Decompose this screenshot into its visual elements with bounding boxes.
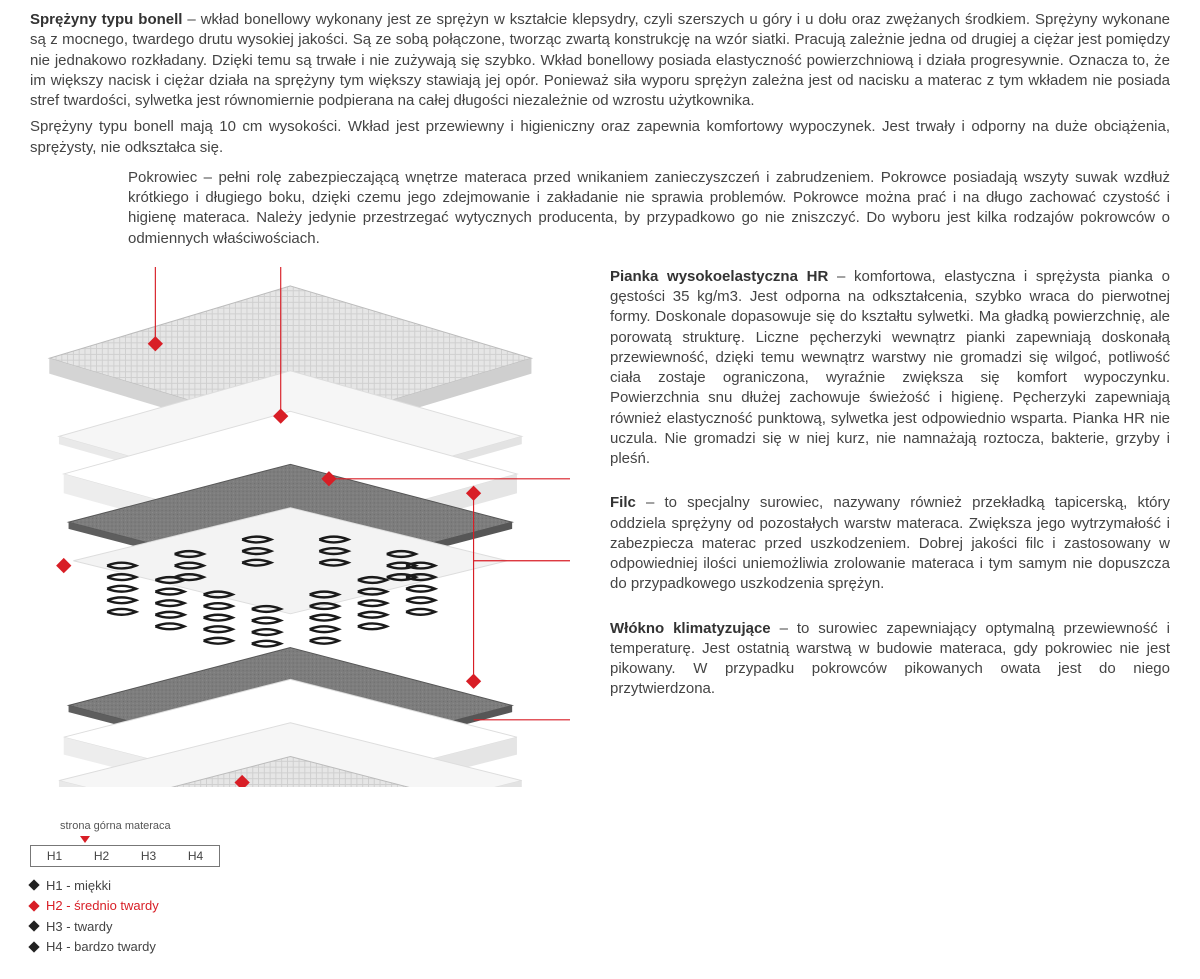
bold-lead: Sprężyny typu bonell	[30, 11, 182, 28]
right-column: Pianka wysokoelastyczna HR – komfortowa,…	[610, 267, 1170, 787]
firmness-legend: strona górna materaca H1 H2 H3 H4 H1 - m…	[30, 817, 1170, 956]
paragraph-pokrowiec: Pokrowiec – pełni rolę zabezpieczającą w…	[128, 168, 1170, 249]
layers	[49, 286, 531, 787]
paragraph-bonell-2: Sprężyny typu bonell mają 10 cm wysokośc…	[30, 117, 1170, 158]
diamond-icon	[28, 880, 39, 891]
bold-lead: Włókno klimatyzujące	[610, 620, 771, 637]
text: – wkład bonellowy wykonany jest ze spręż…	[30, 11, 1170, 109]
text: – to specjalny surowiec, nazywany równie…	[610, 494, 1170, 592]
firmness-h1: H1	[31, 848, 78, 864]
firmness-label: strona górna materaca	[60, 820, 171, 832]
bold-lead: Pokrowiec	[128, 169, 197, 186]
text: – pełni rolę zabezpieczającą wnętrze mat…	[128, 169, 1170, 247]
diamond-icon	[28, 941, 39, 952]
bold-lead: Pianka wysokoelastyczna HR	[610, 268, 828, 285]
diagram-container	[30, 267, 570, 787]
firmness-list: H1 - miękki H2 - średnio twardy H3 - twa…	[30, 877, 1170, 956]
paragraph-pianka-hr: Pianka wysokoelastyczna HR – komfortowa,…	[610, 267, 1170, 470]
firmness-h2: H2	[78, 848, 125, 864]
diamond-icon	[28, 921, 39, 932]
firmness-item-h2: H2 - średnio twardy	[30, 897, 1170, 915]
mattress-exploded-diagram	[30, 267, 570, 787]
text: H4 - bardzo twardy	[46, 938, 156, 956]
text: H3 - twardy	[46, 918, 112, 936]
firmness-pointer-icon	[80, 836, 90, 843]
text: H2 - średnio twardy	[46, 897, 159, 915]
bold-lead: Filc	[610, 494, 636, 511]
firmness-item-h3: H3 - twardy	[30, 918, 1170, 936]
paragraph-filc: Filc – to specjalny surowiec, nazywany r…	[610, 493, 1170, 594]
firmness-h3: H3	[125, 848, 172, 864]
diamond-icon	[28, 900, 39, 911]
firmness-item-h4: H4 - bardzo twardy	[30, 938, 1170, 956]
firmness-item-h1: H1 - miękki	[30, 877, 1170, 895]
paragraph-bonell-1: Sprężyny typu bonell – wkład bonellowy w…	[30, 10, 1170, 111]
firmness-scale: H1 H2 H3 H4	[30, 845, 220, 867]
text: – komfortowa, elastyczna i sprężysta pia…	[610, 268, 1170, 467]
paragraph-wlokno: Włókno klimatyzujące – to surowiec zapew…	[610, 619, 1170, 700]
text: H1 - miękki	[46, 877, 111, 895]
firmness-h4: H4	[172, 848, 219, 864]
